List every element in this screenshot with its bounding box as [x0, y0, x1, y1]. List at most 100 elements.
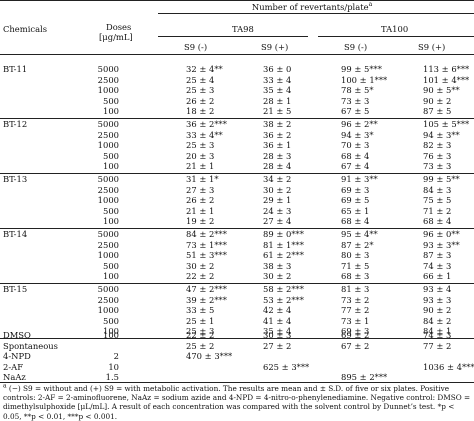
dose-cell: 100 [103, 216, 119, 227]
control-name: Spontaneous [3, 340, 58, 351]
revertant-cell-ta98-p: 38 ± 2 [263, 119, 292, 129]
revertant-cell-ta100-p: 82 ± 3 [423, 140, 452, 151]
revertant-cell-ta100-p: 87 ± 3 [423, 250, 452, 261]
dose-cell: 5000 [97, 64, 119, 74]
revertant-cell-ta100-p: 101 ± 4*** [423, 74, 470, 85]
control-cell-ta98-p: 30 ± 3 [263, 330, 292, 340]
dose-cell: 5000 [97, 284, 119, 294]
revertant-cell-ta98-m: 31 ± 1* [186, 174, 219, 184]
revertant-cell-ta98-p: 61 ± 2*** [263, 250, 304, 261]
revertant-cell-ta100-m: 80 ± 3 [341, 250, 370, 261]
revertant-cell-ta98-m: 25 ± 1 [186, 315, 215, 326]
group-separator-rule [0, 173, 474, 174]
revertant-cell-ta98-p: 33 ± 4 [263, 74, 292, 85]
dose-cell: 1000 [97, 305, 119, 316]
dose-cell: 2500 [97, 129, 119, 140]
header-ta100-rule [318, 36, 474, 37]
header-doses-unit: [μg/mL] [99, 32, 133, 42]
dose-cell: 500 [103, 95, 119, 106]
dose-cell: 2500 [97, 184, 119, 195]
table-footnote: a (−) S9 = without and (+) S9 = with met… [3, 383, 473, 421]
control-cell-ta100-m: 67 ± 2 [341, 340, 370, 351]
revertant-cell-ta100-p: 84 ± 2 [423, 315, 452, 326]
revertant-cell-ta98-p: 36 ± 1 [263, 140, 292, 151]
revertant-cell-ta100-m: 78 ± 5* [341, 85, 374, 96]
revertant-cell-ta98-p: 42 ± 4 [263, 305, 292, 316]
revertant-cell-ta100-m: 67 ± 5 [341, 106, 370, 117]
revertant-cell-ta98-p: 30 ± 2 [263, 184, 292, 195]
dose-cell: 500 [103, 150, 119, 161]
revertant-cell-ta100-m: 68 ± 4 [341, 150, 370, 161]
chemical-name: BT-13 [3, 174, 28, 184]
control-name: 2-AF [3, 361, 24, 372]
revertant-cell-ta100-p: 105 ± 5*** [423, 119, 470, 129]
header-span-rule [158, 13, 474, 14]
revertant-cell-ta100-p: 94 ± 3** [423, 129, 460, 140]
dose-cell: 500 [103, 260, 119, 271]
group-separator-rule [0, 338, 474, 339]
revertant-cell-ta100-p: 113 ± 6*** [423, 64, 470, 74]
revertant-cell-ta98-m: 51 ± 3*** [186, 250, 227, 261]
revertant-cell-ta98-p: 41 ± 4 [263, 315, 292, 326]
control-cell-ta98-p: 27 ± 2 [263, 340, 292, 351]
control-cell-ta100-m: 69 ± 2 [341, 330, 370, 340]
dose-cell: 5000 [97, 174, 119, 184]
control-cell-ta98-m: 470 ± 3*** [186, 351, 233, 362]
revertant-cell-ta100-m: 91 ± 3** [341, 174, 378, 184]
control-dose-cell: 100 [103, 330, 119, 340]
footnote-text: (−) S9 = without and (+) S9 = with metab… [3, 384, 471, 421]
chemical-name: BT-14 [3, 229, 28, 239]
revertant-cell-ta100-m: 95 ± 4** [341, 229, 378, 239]
revertant-cell-ta98-p: 81 ± 1*** [263, 239, 304, 250]
revertant-cell-ta100-p: 93 ± 3 [423, 294, 452, 305]
revertant-cell-ta100-p: 87 ± 5 [423, 106, 452, 117]
control-cell-ta100-p: 1036 ± 4*** [423, 361, 474, 372]
revertant-cell-ta100-m: 68 ± 3 [341, 271, 370, 282]
control-cell-ta98-m: 25 ± 2 [186, 340, 215, 351]
header-number-of-revertants: Number of revertants/platea [251, 1, 373, 12]
revertant-cell-ta98-p: 28 ± 3 [263, 150, 292, 161]
revertant-cell-ta98-p: 38 ± 3 [263, 260, 292, 271]
dose-cell: 5000 [97, 229, 119, 239]
revertant-cell-ta100-m: 87 ± 2* [341, 239, 374, 250]
revertant-cell-ta100-m: 94 ± 3* [341, 129, 374, 140]
header-ta98-s9-plus: S9 (+) [261, 42, 289, 52]
revertant-cell-ta98-m: 18 ± 2 [186, 106, 215, 117]
revertant-cell-ta100-m: 73 ± 1 [341, 315, 370, 326]
group-separator-rule [0, 283, 474, 284]
revertant-cell-ta100-p: 90 ± 2 [423, 305, 452, 316]
control-cell-ta98-p: 625 ± 3*** [263, 361, 310, 372]
revertant-cell-ta98-m: 25 ± 4 [186, 74, 215, 85]
group-separator-rule [0, 228, 474, 229]
revertant-cell-ta98-m: 84 ± 2*** [186, 229, 227, 239]
control-name: NaAz [3, 372, 26, 383]
header-ta98-rule [158, 36, 308, 37]
revertant-cell-ta100-m: 100 ± 1*** [341, 74, 388, 85]
revertant-cell-ta100-m: 67 ± 4 [341, 161, 370, 172]
revertant-cell-ta98-p: 28 ± 1 [263, 95, 292, 106]
revertant-cell-ta100-m: 73 ± 3 [341, 95, 370, 106]
revertant-cell-ta100-p: 84 ± 1 [423, 326, 452, 337]
revertant-cell-ta100-p: 99 ± 5** [423, 174, 460, 184]
dose-cell: 100 [103, 326, 119, 337]
revertant-cell-ta98-p: 58 ± 2*** [263, 284, 304, 294]
chemical-name: BT-12 [3, 119, 28, 129]
control-dose-cell: 1.5 [105, 372, 119, 383]
revertant-cell-ta100-p: 75 ± 5 [423, 195, 452, 206]
dose-cell: 2500 [97, 239, 119, 250]
revertant-cell-ta100-p: 93 ± 4 [423, 284, 452, 294]
revertant-cell-ta98-m: 25 ± 3 [186, 140, 215, 151]
revertant-cell-ta100-p: 71 ± 2 [423, 205, 452, 216]
revertant-cell-ta100-p: 93 ± 3** [423, 239, 460, 250]
revertant-cell-ta98-p: 53 ± 2*** [263, 294, 304, 305]
revertant-cell-ta100-p: 76 ± 3 [423, 150, 452, 161]
revertant-cell-ta100-m: 69 ± 3 [341, 326, 370, 337]
revertant-cell-ta98-m: 25 ± 3 [186, 326, 215, 337]
table-bottom-rule [0, 382, 474, 383]
footnote-marker: a [368, 1, 373, 9]
dose-cell: 1000 [97, 85, 119, 96]
revertant-cell-ta100-m: 68 ± 4 [341, 216, 370, 227]
control-cell-ta100-m: 895 ± 2*** [341, 372, 388, 383]
revertant-cell-ta100-p: 73 ± 3 [423, 161, 452, 172]
control-name: DMSO [3, 330, 31, 340]
